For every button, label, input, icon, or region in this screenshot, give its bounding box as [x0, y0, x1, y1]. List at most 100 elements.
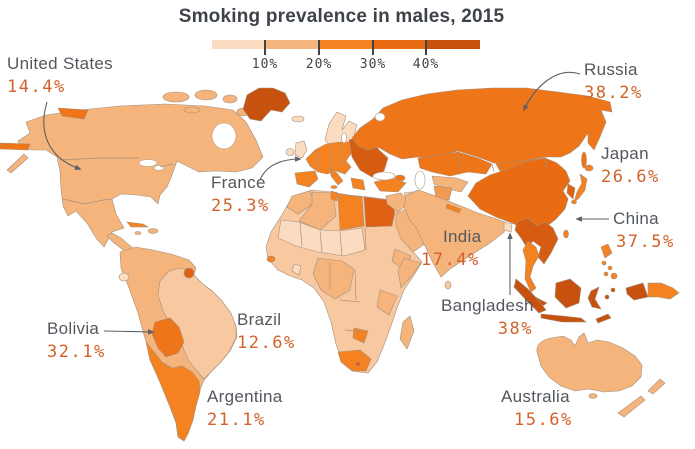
region-tasmania [588, 393, 598, 399]
callout-arrows [43, 71, 609, 335]
region-madagascar [399, 315, 415, 350]
region-western-europe [305, 141, 353, 175]
caspian-sea [414, 170, 426, 190]
annotation-japan: Japan 26.6% [601, 145, 660, 186]
legend-tick-label: 20% [305, 57, 333, 72]
region-arctic-island [194, 89, 218, 101]
country-value: 37.5% [616, 232, 675, 252]
chart-title: Smoking prevalence in males, 2015 [178, 6, 505, 27]
region-somalia [397, 257, 422, 289]
region-hispaniola [147, 228, 159, 234]
country-value: 14.4% [7, 77, 66, 97]
region-moluccas [604, 294, 610, 300]
region-sierra-leone [266, 255, 276, 263]
country-value: 12.6% [237, 333, 296, 353]
us-arrow [43, 101, 82, 170]
south-america [118, 246, 238, 442]
region-iberia [294, 170, 319, 188]
asia [351, 87, 680, 324]
country-value: 17.4% [421, 250, 480, 270]
white-sea [374, 112, 386, 122]
country-value: 25.3% [211, 196, 270, 216]
legend-segment-2 [265, 40, 320, 49]
region-bolivia [151, 317, 185, 358]
region-sakhalin [581, 151, 587, 169]
region-afghanistan [433, 185, 453, 201]
country-label: Australia [501, 387, 570, 406]
country-value: 32.1% [47, 342, 106, 362]
annotation-australia: Australia 15.6% [501, 388, 573, 429]
region-sahel [277, 219, 366, 257]
country-value: 21.1% [207, 410, 266, 430]
region-congo [312, 257, 355, 300]
annotation-china: China 37.5% [613, 210, 675, 251]
black-sea [372, 171, 396, 181]
region-india-pakistan [403, 189, 508, 278]
region-us-canada-mexico [17, 103, 264, 248]
great-lakes [138, 159, 158, 167]
country-label: Russia [584, 60, 638, 79]
region-new-zealand-south [617, 395, 646, 418]
region-greece [350, 177, 366, 191]
north-america [0, 87, 305, 266]
region-indochina [514, 217, 559, 265]
country-label: India [443, 227, 482, 246]
region-libya [337, 193, 365, 231]
country-label: Bolivia [47, 319, 100, 338]
country-label: Japan [601, 144, 649, 163]
france-arrow [259, 156, 302, 181]
region-philippines [600, 243, 613, 259]
legend-tick [372, 40, 374, 55]
russia-arrow [523, 71, 581, 112]
legend-tick [318, 40, 320, 55]
region-taiwan [563, 229, 569, 239]
legend-tick-label: 10% [251, 57, 279, 72]
annotation-united-states: United States 14.4% [7, 55, 113, 96]
region-uk [294, 140, 308, 159]
region-central-asia [431, 175, 469, 193]
baltic-sea [341, 132, 347, 144]
country-label: Brazil [237, 310, 282, 329]
region-ghana [291, 263, 302, 276]
legend-segment-5 [426, 40, 480, 49]
region-korea [566, 183, 576, 200]
region-sri-lanka [444, 280, 452, 290]
country-label: France [211, 173, 266, 192]
region-sicily [330, 185, 338, 189]
bolivia-arrow [103, 329, 155, 335]
region-greenland [242, 87, 291, 122]
region-new-zealand-north [647, 378, 666, 395]
legend-tick-label: 40% [412, 57, 440, 72]
annotation-argentina: Argentina 21.1% [207, 388, 282, 429]
annotation-brazil: Brazil 12.6% [237, 311, 296, 352]
region-italy [329, 168, 344, 186]
region-japan [573, 173, 588, 203]
region-china [467, 157, 571, 234]
annotation-bolivia: Bolivia 32.1% [47, 320, 106, 361]
legend-segment-4 [372, 40, 427, 49]
region-arctic-island [222, 94, 238, 104]
legend-tick-label: 30% [359, 57, 387, 72]
region-australia [536, 332, 643, 393]
region-kazakhstan [417, 151, 493, 177]
region-morocco [286, 190, 315, 215]
region-nepal [445, 203, 462, 214]
country-label: United States [7, 54, 113, 73]
region-philippine-island [610, 272, 618, 280]
annotation-france: France 25.3% [211, 174, 270, 215]
region-jamaica [134, 231, 142, 235]
region-bangladesh [503, 221, 513, 233]
region-philippine-island [603, 271, 609, 277]
region-suriname [183, 267, 195, 279]
country-value: 15.6% [514, 410, 573, 430]
region-kenya-tanzania [376, 289, 398, 316]
hudson-bay [211, 122, 237, 150]
region-philippine-island [607, 265, 613, 271]
africa [265, 189, 423, 374]
region-arctic-island [183, 106, 201, 114]
region-chukotka-edge [0, 142, 31, 151]
region-brazil [157, 267, 237, 380]
annotation-bangladesh: Bangladesh 38% [441, 297, 534, 338]
